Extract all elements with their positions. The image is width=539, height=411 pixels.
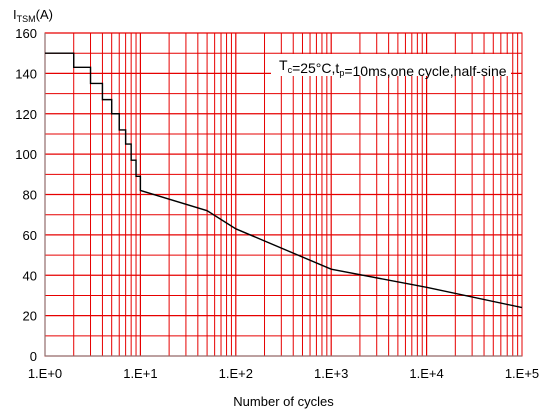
y-axis-title: ITSM(A) — [13, 7, 53, 24]
labels: 0 20 40 60 80 100 120 140 160 1.E+0 1.E+1 1.E+2 1.E+… — [13, 7, 539, 409]
annotation-part: =10ms,one cycle,half-sine — [344, 63, 506, 79]
y-tick-label: 160 — [15, 26, 37, 41]
y-tick-label: 120 — [15, 107, 37, 122]
x-axis-title: Number of cycles — [233, 394, 334, 409]
x-tick-label: 1.E+5 — [505, 366, 539, 381]
x-tick-label: 1.E+2 — [219, 366, 253, 381]
y-tick-label: 80 — [23, 188, 37, 203]
y-tick-label: 0 — [30, 349, 37, 364]
annotation-part: p — [339, 68, 344, 78]
axes — [44, 33, 522, 357]
x-tick-label: 1.E+0 — [28, 366, 62, 381]
x-tick-label: 1.E+1 — [123, 366, 157, 381]
y-tick-label: 100 — [15, 147, 37, 162]
y-tick-label: 20 — [23, 309, 37, 324]
x-tick-label: 1.E+3 — [314, 366, 348, 381]
grid — [44, 32, 522, 357]
annotation-box — [271, 54, 511, 76]
x-tick-label: 1.E+4 — [409, 366, 443, 381]
annotation-part: =25°C,t — [292, 60, 339, 76]
annotation-part: T — [279, 57, 288, 73]
y-tick-label: 140 — [15, 66, 37, 81]
condition-annotation: Tc=25°C,tp=10ms,one cycle,half-sine — [279, 57, 507, 79]
annotation-part: c — [288, 65, 293, 75]
surge-current-series-line — [45, 52, 523, 309]
y-tick-label: 60 — [23, 228, 37, 243]
y-tick-label: 40 — [23, 268, 37, 283]
series — [45, 52, 523, 309]
annotation: Tc=25°C,tp=10ms,one cycle,half-sine — [271, 54, 511, 79]
